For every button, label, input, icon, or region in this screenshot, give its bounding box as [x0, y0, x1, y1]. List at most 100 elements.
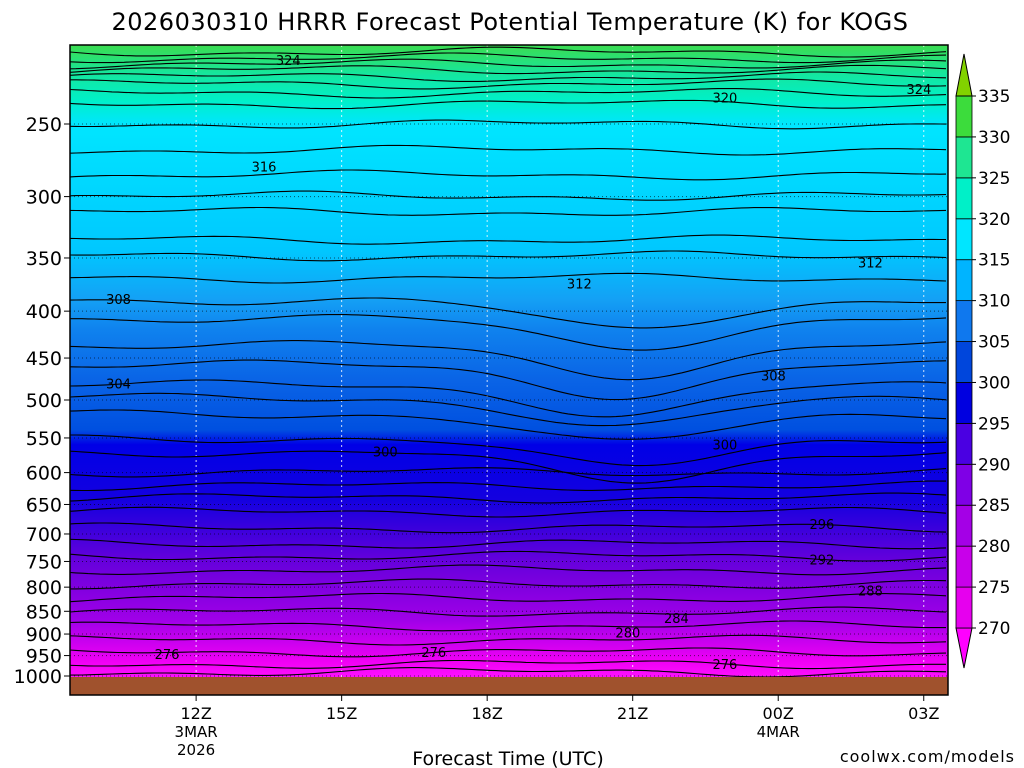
- plot-area: 324 324 320 316 312 312 308 308 304 300 300 296 292 2…: [70, 45, 948, 695]
- x-axis-title: Forecast Time (UTC): [412, 748, 603, 768]
- contour-line: [70, 467, 947, 478]
- contour-label: 316: [252, 160, 277, 175]
- y-tick-label: 900: [26, 624, 62, 646]
- colorbar-segment: [955, 218, 973, 261]
- colorbar-label: 330: [978, 128, 1010, 148]
- colorbar-segment: [955, 545, 973, 588]
- y-tick-label: 400: [26, 301, 62, 323]
- colorbar-label: 335: [978, 87, 1010, 107]
- x-tick-sublabel: 4MAR: [757, 723, 800, 741]
- contour-line: [70, 64, 947, 75]
- contour-line: [70, 434, 947, 467]
- contour-line: [70, 144, 947, 156]
- watermark: coolwx.com/models: [840, 747, 1015, 766]
- x-tick-sublabel: 3MAR: [175, 723, 218, 741]
- colorbar-label: 280: [978, 537, 1010, 557]
- contour-line: [70, 550, 947, 562]
- contour-label: 304: [106, 378, 131, 393]
- colorbar-label: 275: [978, 578, 1010, 598]
- grid-lines: [70, 45, 948, 695]
- contour-line: [70, 206, 947, 216]
- ground-surface: [70, 677, 948, 695]
- contour-label: 300: [373, 445, 398, 460]
- contour-label: 300: [712, 438, 737, 453]
- contour-line: [70, 480, 947, 492]
- contour-line: [70, 169, 947, 181]
- contour-label: 296: [809, 518, 834, 533]
- contour-line: [70, 58, 947, 70]
- contour-line: [70, 71, 947, 82]
- y-tick-label: 600: [26, 463, 62, 485]
- contour-line: [70, 492, 947, 504]
- contour-line: [70, 659, 946, 670]
- x-tick-sublabel: 2026: [177, 741, 215, 759]
- contour-line: [70, 578, 947, 590]
- colorbar-label: 300: [978, 373, 1010, 393]
- colorbar-label: 315: [978, 251, 1010, 271]
- colorbar-label: 285: [978, 496, 1010, 516]
- contour-labels: 324 324 320 316 312 312 308 308 304 300 300 296 292 2…: [106, 54, 931, 673]
- contour-label: 312: [567, 277, 592, 292]
- colorbar-segment: [955, 259, 973, 302]
- contour-line: [70, 667, 947, 678]
- y-tick-label: 950: [26, 646, 62, 668]
- contour-label: 308: [761, 369, 786, 384]
- contour-line: [70, 46, 947, 58]
- contour-label: 280: [615, 626, 640, 641]
- y-tick-label: 750: [26, 551, 62, 573]
- contour-label: 308: [106, 293, 131, 308]
- contour-line: [70, 314, 947, 351]
- y-tick-label: 700: [26, 524, 62, 546]
- contour-label: 276: [155, 648, 180, 663]
- contour-line: [70, 379, 947, 418]
- colorbar-label: 320: [978, 210, 1010, 230]
- contour-label: 288: [858, 585, 883, 600]
- colorbar-segment: [955, 382, 973, 424]
- contour-line: [70, 99, 947, 110]
- contour-line: [70, 450, 947, 484]
- y-tick-label: 500: [26, 390, 62, 412]
- contour-line: [70, 647, 947, 658]
- x-tick-label: 00Z: [763, 704, 794, 723]
- y-tick-label: 650: [26, 494, 62, 516]
- theta-field: [70, 45, 948, 695]
- y-tick-label: 350: [26, 248, 62, 270]
- contour-line: [70, 297, 946, 329]
- contour-line: [70, 234, 946, 245]
- contour-line: [70, 538, 947, 550]
- contour-line: [70, 190, 947, 201]
- contour-line: [70, 250, 947, 262]
- colorbar-label: 310: [978, 292, 1010, 312]
- colorbar-label: 295: [978, 414, 1010, 434]
- contour-line: [70, 506, 947, 518]
- contour-line: [70, 409, 947, 440]
- colorbar-label: 325: [978, 169, 1010, 189]
- plot-frame: [69, 44, 949, 696]
- colorbar-segment: [955, 504, 973, 547]
- colorbar-label: 270: [978, 619, 1010, 639]
- x-tick-label: 21Z: [617, 704, 648, 723]
- contour-line: [70, 564, 947, 576]
- colorbar-segment: [955, 95, 973, 138]
- contour-label: 324: [276, 54, 301, 69]
- contour-line: [70, 52, 947, 64]
- y-tick-label: 550: [26, 428, 62, 450]
- colorbar: 270 275 280 285 290 295 300 305 310 315 320 325 330 3…: [955, 53, 1010, 669]
- contour-label: 324: [906, 83, 931, 98]
- contour-label: 284: [664, 612, 689, 627]
- colorbar-segment: [955, 300, 973, 342]
- y-tick-label: 250: [26, 114, 62, 136]
- colorbar-segment: [955, 341, 973, 383]
- x-tick-label: 18Z: [472, 704, 503, 723]
- colorbar-segment: [955, 422, 973, 465]
- colorbar-segment: [955, 136, 973, 179]
- contour-line: [70, 620, 946, 632]
- contour-line: [70, 272, 947, 284]
- colorbar-label: 290: [978, 455, 1010, 475]
- chart-title: 2026030310 HRRR Forecast Potential Tempe…: [111, 8, 908, 36]
- y-tick-label: 450: [26, 348, 62, 370]
- contour-label: 320: [712, 92, 737, 107]
- x-tick-label: 03Z: [908, 704, 939, 723]
- x-tick-label: 15Z: [326, 704, 357, 723]
